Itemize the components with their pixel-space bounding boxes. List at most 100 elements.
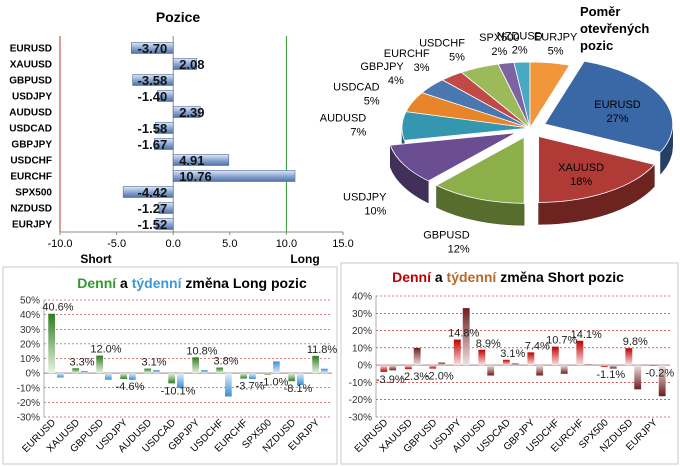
change-chart-y-tick-label: -20% (17, 398, 40, 409)
pie-title-line: Poměr (580, 4, 620, 19)
pie-slice-label: USDCAD (333, 81, 380, 93)
change-chart-y-tick-label: 0% (26, 369, 41, 380)
pie-slice-label: GBPUSD (423, 230, 470, 242)
change-chart-y-tick-label: 20% (352, 326, 372, 337)
daily-change-bar (380, 365, 388, 372)
change-chart-title-part: změna Long pozic (182, 275, 307, 291)
positions-category-label: EURJPY (12, 220, 52, 231)
weekly-change-bar (389, 365, 397, 371)
pie-slice-label: EURJPY (534, 32, 578, 44)
change-chart-title: Denní a týdenní změna Long pozic (77, 275, 307, 291)
change-chart-value-label: -4.6% (116, 381, 145, 393)
change-chart-y-tick-label: 50% (20, 296, 40, 307)
change-chart-value-label: -2.0% (425, 371, 454, 383)
daily-change-bar (600, 365, 608, 368)
change-chart-value-label: -0.2% (645, 367, 674, 379)
weekly-change-bar (487, 365, 495, 376)
change-chart-value-label: -3.7% (236, 381, 265, 393)
pie-slice-label: XAUUSD (558, 162, 604, 174)
weekly-change-bar (321, 368, 328, 374)
positions-x-tick-label: 10.0 (276, 238, 297, 250)
positions-bar (157, 90, 174, 102)
daily-change-bar (96, 355, 103, 374)
change-chart-title-part: týdenní (447, 269, 498, 285)
weekly-change-bar (129, 373, 136, 380)
weekly-change-bar (536, 365, 544, 376)
change-chart-value-label: 40.6% (42, 302, 73, 314)
positions-value-label: -1.27 (138, 201, 168, 216)
positions-bar (155, 218, 174, 230)
positions-bar (158, 202, 174, 214)
change-chart-value-label: 7.4% (525, 340, 550, 352)
daily-change-bar (144, 368, 151, 374)
positions-bar (172, 154, 230, 166)
daily-change-bar (192, 357, 199, 374)
daily-change-bar (216, 367, 223, 374)
change-chart-y-tick-label: -20% (349, 395, 372, 406)
change-chart-title-part: a (116, 275, 132, 291)
change-chart-value-label: 3.8% (213, 356, 238, 368)
positions-value-label: -4.42 (138, 185, 168, 200)
long-change-chart: Denní a týdenní změna Long pozic 50% 40% 30… (17, 275, 338, 455)
positions-value-label: 10.76 (179, 169, 212, 184)
weekly-change-bar (225, 373, 232, 397)
change-chart-value-label: -2.3% (400, 371, 429, 383)
positions-value-label: -1.40 (138, 89, 168, 104)
daily-change-bar (404, 365, 412, 370)
positions-bar (153, 138, 174, 150)
positions-chart: Pozice EURUSD -3.70 XAUUSD 2.08 GBPUSD -3.58 US… (9, 9, 354, 266)
weekly-change-bar (201, 370, 208, 374)
change-chart-y-tick-label: 20% (20, 339, 40, 350)
change-chart-y-tick-label: 40% (352, 292, 372, 303)
weekly-change-bar (560, 365, 568, 374)
pie-slice-label: EURCHF (384, 48, 430, 60)
positions-category-label: AUDUSD (9, 108, 52, 119)
positions-bar (172, 170, 296, 182)
positions-bar (172, 106, 201, 118)
positions-value-label: 4.91 (179, 153, 204, 168)
weekly-change-bar (297, 373, 304, 385)
daily-change-bar (240, 373, 247, 379)
weekly-change-bar (57, 373, 64, 378)
change-chart-y-tick-label: 10% (352, 343, 372, 354)
weekly-change-bar (511, 363, 519, 366)
positions-value-label: -1.67 (138, 137, 168, 152)
weekly-change-bar (273, 361, 280, 374)
daily-change-bar (288, 373, 295, 382)
change-chart-y-tick-label: -30% (17, 413, 40, 424)
positions-value-label: -1.58 (138, 121, 168, 136)
change-chart-value-label: 10.7% (546, 335, 577, 347)
change-chart-value-label: 3.1% (141, 357, 166, 369)
change-chart-y-tick-label: 30% (352, 309, 372, 320)
change-chart-title-part: a (431, 269, 447, 285)
weekly-change-bar (462, 308, 470, 366)
change-chart-title-part: Denní (77, 275, 117, 291)
change-chart-value-label: 8.9% (476, 338, 501, 350)
daily-change-bar (551, 346, 559, 366)
weekly-change-bar (438, 362, 446, 366)
positions-x-tick-label: 5.0 (222, 238, 237, 250)
pie-slice-percent: 2% (491, 46, 507, 58)
change-chart-y-tick-label: 0% (358, 361, 373, 372)
pie-slice-label: GBPJPY (360, 61, 404, 73)
daily-change-bar (527, 352, 535, 366)
change-chart-value-label: -3.9% (376, 374, 405, 386)
change-chart-value-label: -10.1% (161, 385, 196, 397)
positions-x-tick-label: 15.0 (332, 238, 353, 250)
pie-slice-percent: 18% (570, 176, 592, 188)
positions-category-label: USDJPY (12, 92, 52, 103)
pie-slice (544, 60, 674, 153)
daily-change-bar (120, 373, 127, 379)
change-chart-title-part: týdenní (132, 275, 183, 291)
change-chart-value-label: 3.1% (500, 348, 525, 360)
change-chart-value-label: 12.0% (90, 344, 121, 356)
daily-change-bar (168, 373, 175, 384)
positions-x-tick-label: -5.0 (107, 238, 126, 250)
positions-bar (172, 58, 198, 70)
weekly-change-bar (177, 373, 184, 388)
positions-value-label: -3.70 (138, 41, 168, 56)
pie-title-line: otevřených (580, 21, 649, 36)
short-label: Short (80, 252, 111, 266)
weekly-change-bar (634, 365, 642, 390)
positions-value-label: -1.52 (138, 217, 168, 232)
